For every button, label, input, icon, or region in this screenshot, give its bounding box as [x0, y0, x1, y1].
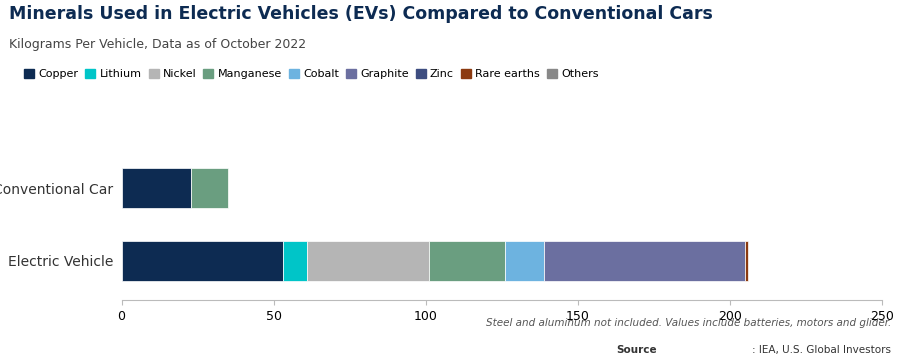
- Text: Source: Source: [616, 345, 657, 355]
- Bar: [544, 241, 745, 281]
- Text: Minerals Used in Electric Vehicles (EVs) Compared to Conventional Cars: Minerals Used in Electric Vehicles (EVs)…: [9, 5, 713, 24]
- Bar: [307, 241, 428, 281]
- Legend: Copper, Lithium, Nickel, Manganese, Cobalt, Graphite, Zinc, Rare earths, Others: Copper, Lithium, Nickel, Manganese, Coba…: [24, 69, 598, 79]
- Text: : IEA, U.S. Global Investors: : IEA, U.S. Global Investors: [752, 345, 891, 355]
- Bar: [745, 241, 748, 281]
- Bar: [122, 241, 283, 281]
- Text: Steel and aluminum not included. Values include batteries, motors and glider.: Steel and aluminum not included. Values …: [486, 317, 891, 328]
- Bar: [505, 241, 544, 281]
- Text: Kilograms Per Vehicle, Data as of October 2022: Kilograms Per Vehicle, Data as of Octobe…: [9, 38, 306, 51]
- Bar: [283, 241, 307, 281]
- Bar: [122, 168, 192, 208]
- Bar: [428, 241, 505, 281]
- Bar: [192, 168, 228, 208]
